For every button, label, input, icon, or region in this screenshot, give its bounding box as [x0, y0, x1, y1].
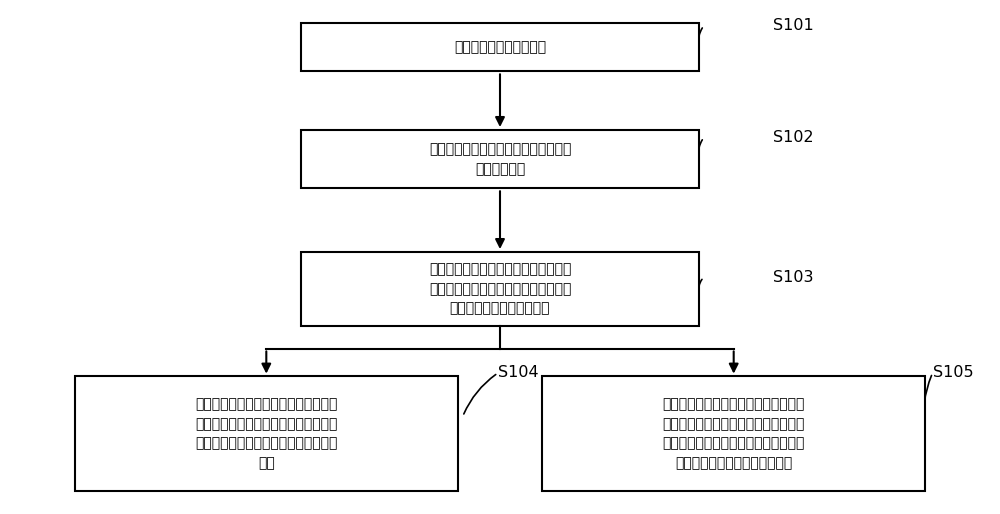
FancyBboxPatch shape — [542, 376, 925, 491]
Text: S104: S104 — [498, 365, 539, 380]
Text: 若车辆的电机的工作模式为正常工作模
式，则按照车辆当前的行驶模式以及车
辆的传感器数据，计算得到车辆的电机
扭矩: 若车辆的电机的工作模式为正常工作模 式，则按照车辆当前的行驶模式以及车 辆的传感… — [195, 397, 337, 470]
FancyBboxPatch shape — [301, 252, 699, 326]
Text: 获取车辆的速度、车辆的加速度以及车
辆的电机转速: 获取车辆的速度、车辆的加速度以及车 辆的电机转速 — [429, 142, 571, 176]
Text: S105: S105 — [933, 365, 973, 380]
Text: S101: S101 — [773, 18, 814, 33]
Text: 确定车辆当前的行驶模式: 确定车辆当前的行驶模式 — [454, 40, 546, 54]
Text: S102: S102 — [773, 130, 814, 145]
Text: 若车辆的电机的工作模式为异常工作保
护模式，则按照车辆当前的行驶模式以
及车辆当前的行驶模式对应的扭矩限制
公式，计算得到车辆的电机扭矩: 若车辆的电机的工作模式为异常工作保 护模式，则按照车辆当前的行驶模式以 及车辆当… — [663, 397, 805, 470]
FancyBboxPatch shape — [301, 130, 699, 188]
Text: 基于车辆当前的行驶模式、车辆的速度
、车辆的加速度以及车辆的电机转速，
判断车辆的电机的工作模式: 基于车辆当前的行驶模式、车辆的速度 、车辆的加速度以及车辆的电机转速， 判断车辆… — [429, 262, 571, 315]
Text: S103: S103 — [773, 270, 814, 285]
FancyBboxPatch shape — [301, 23, 699, 71]
FancyBboxPatch shape — [75, 376, 458, 491]
